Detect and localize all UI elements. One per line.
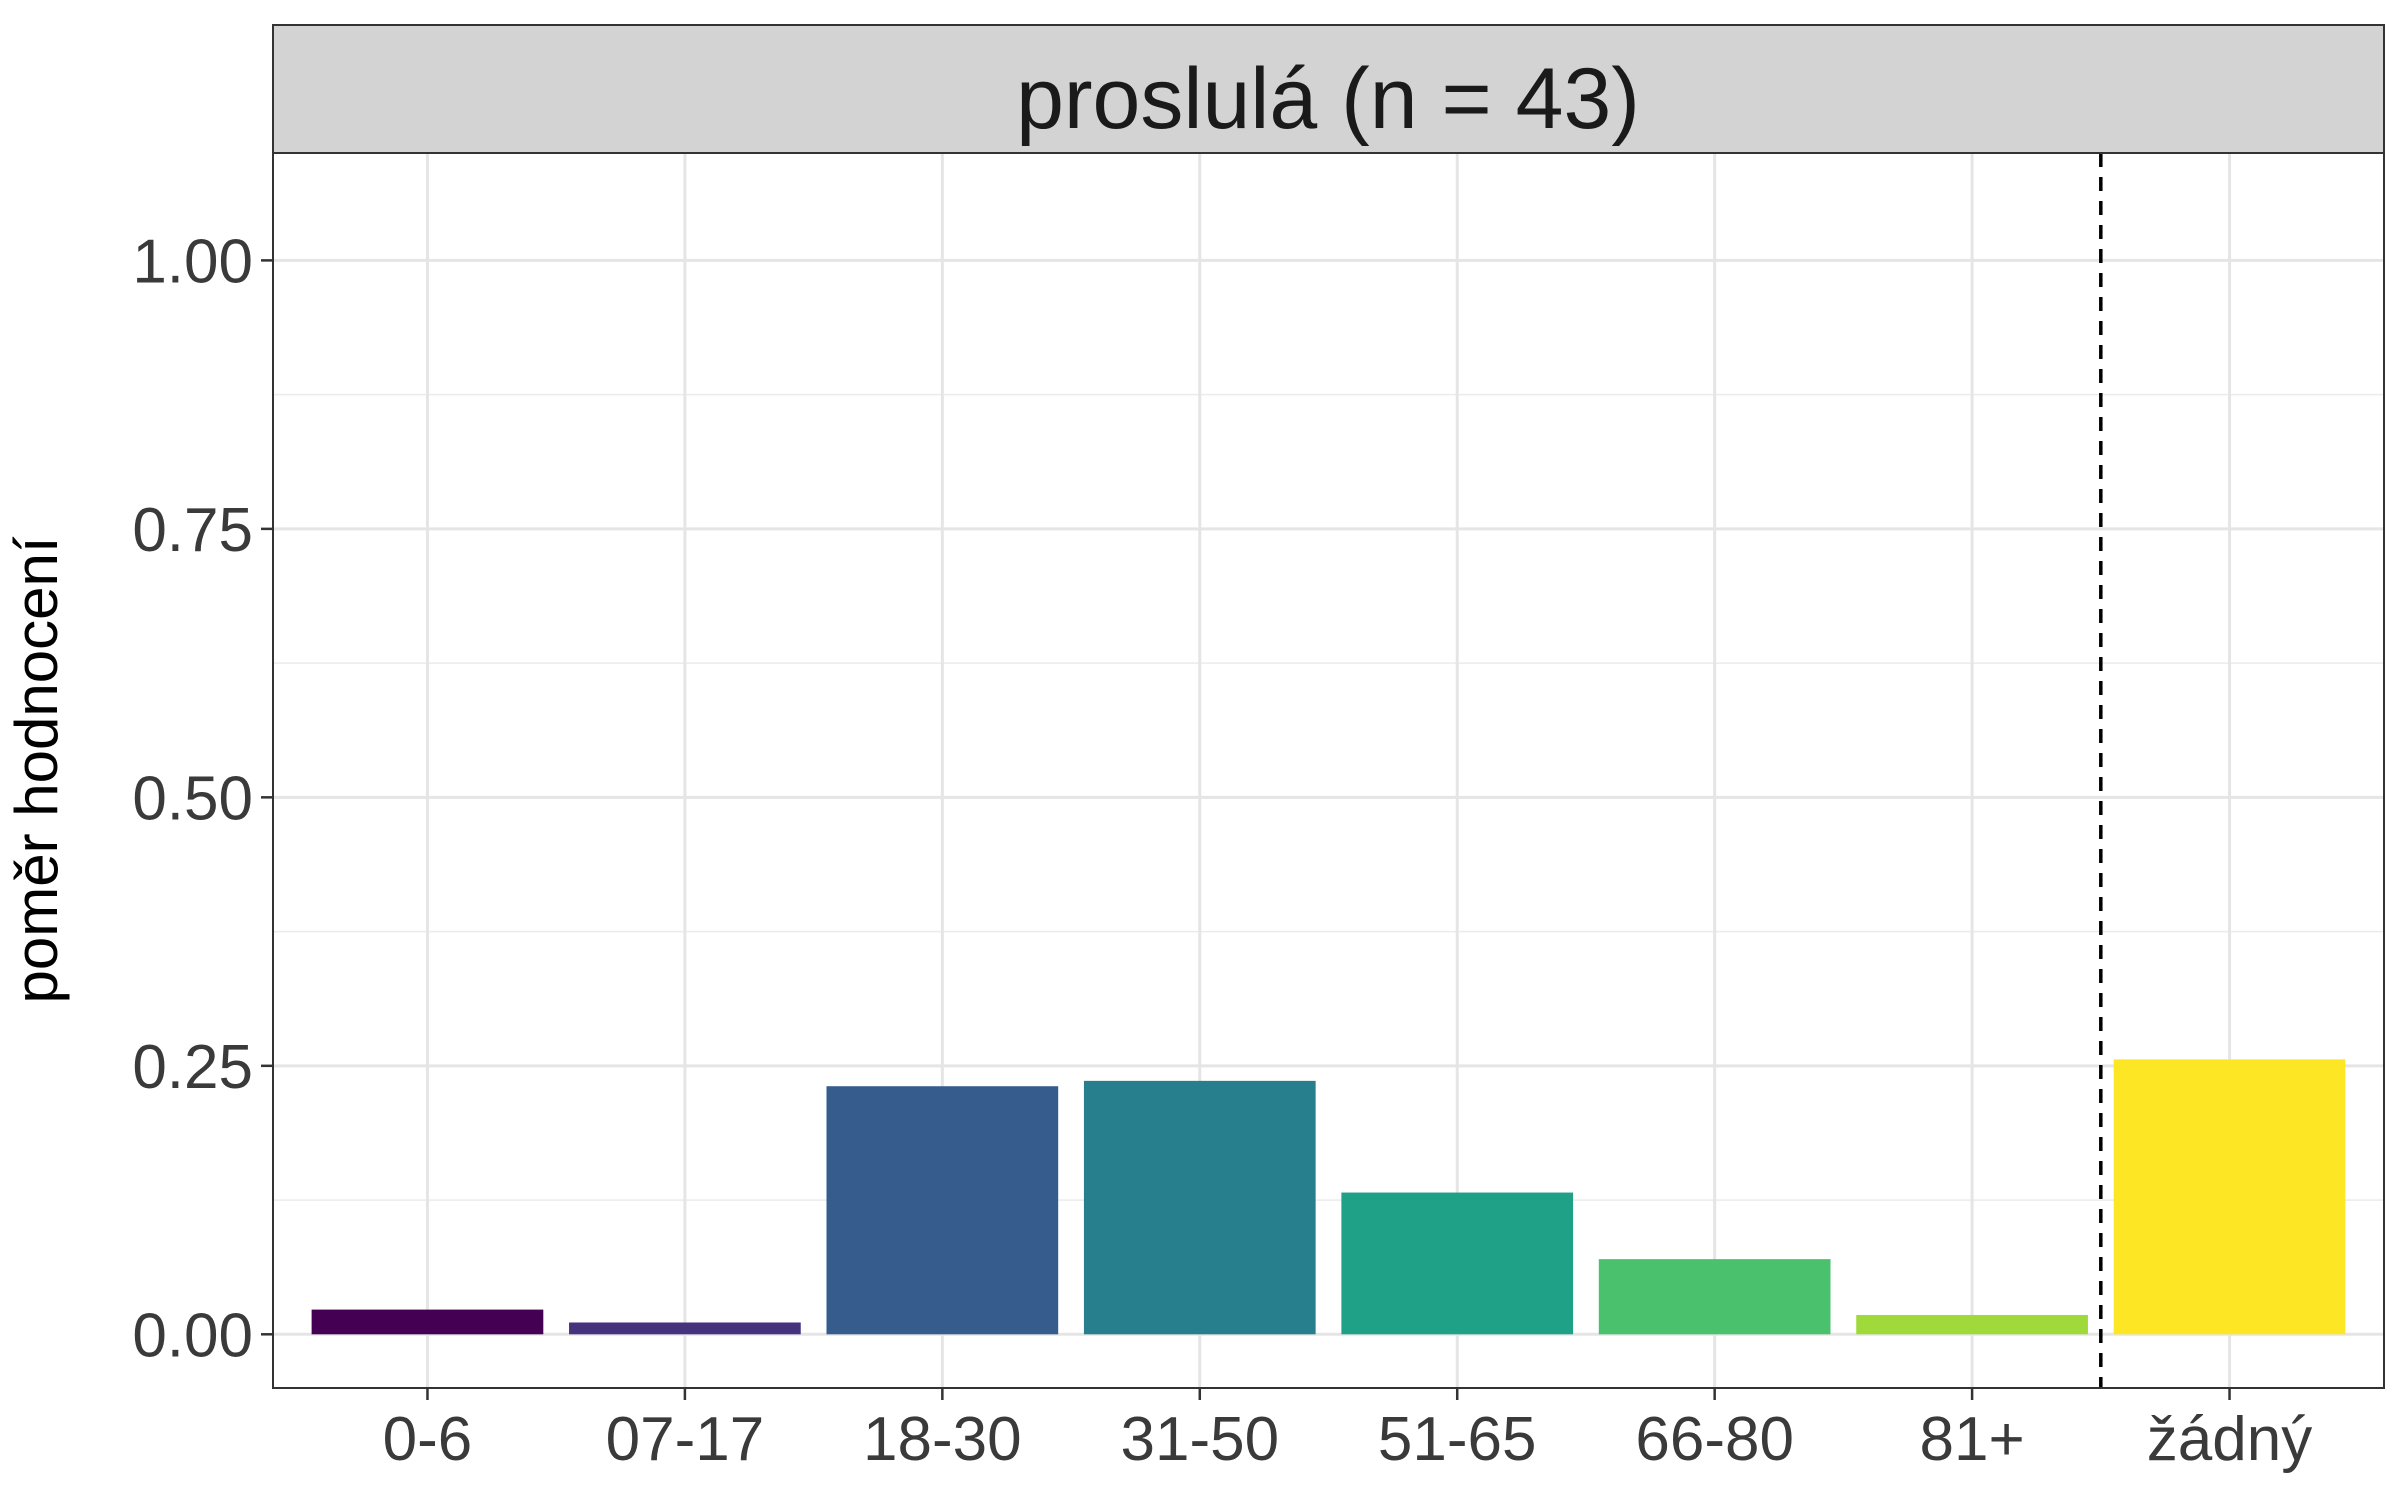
bar-žádný — [2113, 1059, 2346, 1335]
bar-0-6 — [311, 1309, 544, 1335]
x-tick-label: 81+ — [1920, 1405, 2025, 1474]
minor-gridlines — [273, 393, 2384, 1201]
bar-07-17 — [569, 1322, 801, 1335]
x-tick-label: 51-65 — [1378, 1405, 1537, 1474]
plot-panel — [273, 153, 2384, 1388]
x-tick-label: žádný — [2147, 1405, 2312, 1474]
bar-18-30 — [826, 1086, 1059, 1335]
facet-strip — [272, 24, 2385, 154]
y-tick-label: 0.00 — [132, 1301, 253, 1370]
x-tick-label: 0-6 — [383, 1405, 473, 1474]
facet-title: proslulá (n = 43) — [1016, 51, 1640, 147]
bars — [311, 1059, 2346, 1335]
y-axis: 0.00 0.25 0.50 0.75 1.00 — [132, 227, 273, 1370]
bar-66-80 — [1598, 1259, 1831, 1335]
panel-border — [272, 152, 2385, 1389]
x-axis: 0-6 07-17 18-30 31-50 51-65 66-80 81+ žádný — [383, 1388, 2312, 1474]
x-tick-label: 07-17 — [606, 1405, 765, 1474]
bar-31-50 — [1083, 1080, 1316, 1335]
x-tick-label: 18-30 — [863, 1405, 1022, 1474]
y-tick-label: 0.50 — [132, 764, 253, 833]
bar-81+ — [1856, 1314, 2088, 1335]
x-tick-label: 66-80 — [1635, 1405, 1794, 1474]
x-tick-label: 31-50 — [1120, 1405, 1279, 1474]
y-tick-label: 1.00 — [132, 227, 253, 296]
y-tick-label: 0.75 — [132, 496, 253, 565]
major-gridlines — [273, 153, 2384, 1388]
y-axis-title: poměr hodnocení — [3, 536, 70, 1003]
y-tick-label: 0.25 — [132, 1033, 253, 1102]
bar-51-65 — [1341, 1192, 1574, 1335]
